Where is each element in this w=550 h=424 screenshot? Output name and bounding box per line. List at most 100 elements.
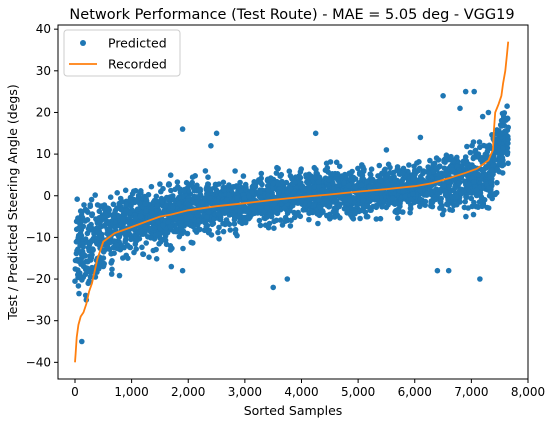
predicted-point (264, 205, 270, 211)
predicted-point (242, 181, 249, 188)
predicted-point (107, 194, 114, 200)
predicted-point (185, 201, 192, 208)
predicted-point (461, 204, 468, 211)
predicted-point (377, 177, 384, 184)
predicted-point (499, 170, 506, 176)
predicted-point (126, 210, 133, 216)
predicted-point (442, 188, 448, 195)
predicted-point (492, 191, 499, 198)
predicted-point (319, 187, 325, 194)
predicted-point (257, 195, 264, 201)
predicted-point (291, 189, 297, 196)
predicted-point (448, 153, 454, 160)
predicted-point (315, 179, 322, 185)
predicted-point (433, 196, 439, 203)
predicted-point (87, 202, 93, 208)
predicted-point (151, 225, 158, 231)
predicted-point (480, 167, 486, 174)
predicted-point (333, 159, 340, 166)
predicted-point (379, 204, 385, 210)
predicted-point (120, 216, 126, 223)
predicted-point (314, 211, 321, 217)
predicted-outlier-point (383, 147, 390, 153)
x-tick-label: 7,000 (454, 385, 488, 399)
predicted-point (468, 195, 475, 202)
predicted-point (118, 221, 124, 228)
predicted-point (324, 198, 331, 205)
predicted-point (369, 194, 376, 200)
predicted-point (331, 198, 338, 204)
recorded-series (74, 41, 510, 363)
predicted-point (410, 191, 416, 197)
predicted-point (86, 278, 92, 284)
predicted-point (75, 215, 81, 222)
predicted-point (96, 208, 103, 215)
predicted-point (291, 209, 297, 216)
predicted-point (125, 255, 131, 261)
predicted-point (176, 194, 182, 201)
predicted-point (382, 175, 389, 181)
predicted-point (264, 176, 271, 183)
predicted-point (139, 244, 145, 251)
predicted-point (211, 216, 217, 222)
predicted-point (472, 147, 479, 154)
predicted-point (97, 219, 103, 226)
predicted-point (364, 178, 370, 185)
predicted-point (89, 264, 96, 271)
predicted-point (160, 222, 166, 229)
predicted-point (505, 124, 512, 131)
predicted-point (108, 271, 115, 277)
predicted-point (360, 164, 366, 170)
predicted-point (287, 223, 294, 229)
predicted-point (108, 251, 114, 257)
predicted-point (323, 160, 330, 167)
predicted-point (88, 196, 95, 203)
predicted-point (231, 221, 238, 227)
predicted-point (369, 176, 376, 183)
predicted-point (471, 179, 478, 185)
predicted-point (359, 192, 366, 199)
predicted-point (342, 197, 349, 203)
predicted-point (445, 197, 452, 204)
predicted-point (330, 180, 336, 187)
predicted-point (167, 223, 174, 230)
predicted-point (399, 170, 406, 177)
predicted-point (373, 202, 379, 209)
predicted-point (480, 157, 486, 164)
predicted-point (499, 150, 506, 156)
predicted-point (196, 187, 202, 193)
predicted-point (137, 213, 144, 220)
predicted-point (203, 224, 209, 230)
predicted-point (383, 204, 390, 211)
predicted-point (110, 201, 117, 208)
predicted-point (75, 246, 81, 253)
predicted-point (366, 184, 373, 190)
x-axis: 0 1,000 2,000 3,000 4,000 5,000 6,000 7,000 8,00… (71, 379, 545, 399)
predicted-point (205, 181, 211, 187)
predicted-point (298, 197, 305, 204)
predicted-point (352, 210, 358, 217)
predicted-point (127, 196, 134, 203)
x-tick-label: 0 (71, 385, 79, 399)
predicted-point (235, 184, 241, 191)
predicted-point (265, 224, 272, 231)
predicted-point (204, 214, 210, 220)
predicted-point (484, 164, 491, 171)
predicted-outlier-point (462, 88, 469, 95)
predicted-point (215, 229, 221, 236)
predicted-point (420, 168, 427, 174)
predicted-outlier-point (179, 126, 186, 132)
predicted-point (174, 179, 181, 185)
predicted-point (330, 209, 337, 215)
predicted-point (214, 188, 220, 194)
predicted-point (470, 211, 477, 218)
predicted-outlier-point (179, 267, 186, 274)
predicted-point (188, 213, 194, 220)
predicted-point (113, 242, 120, 248)
predicted-point (377, 215, 384, 222)
predicted-point (347, 197, 353, 204)
predicted-point (209, 221, 215, 228)
predicted-point (193, 194, 200, 200)
predicted-point (150, 247, 157, 254)
x-tick-label: 1,000 (114, 385, 148, 399)
